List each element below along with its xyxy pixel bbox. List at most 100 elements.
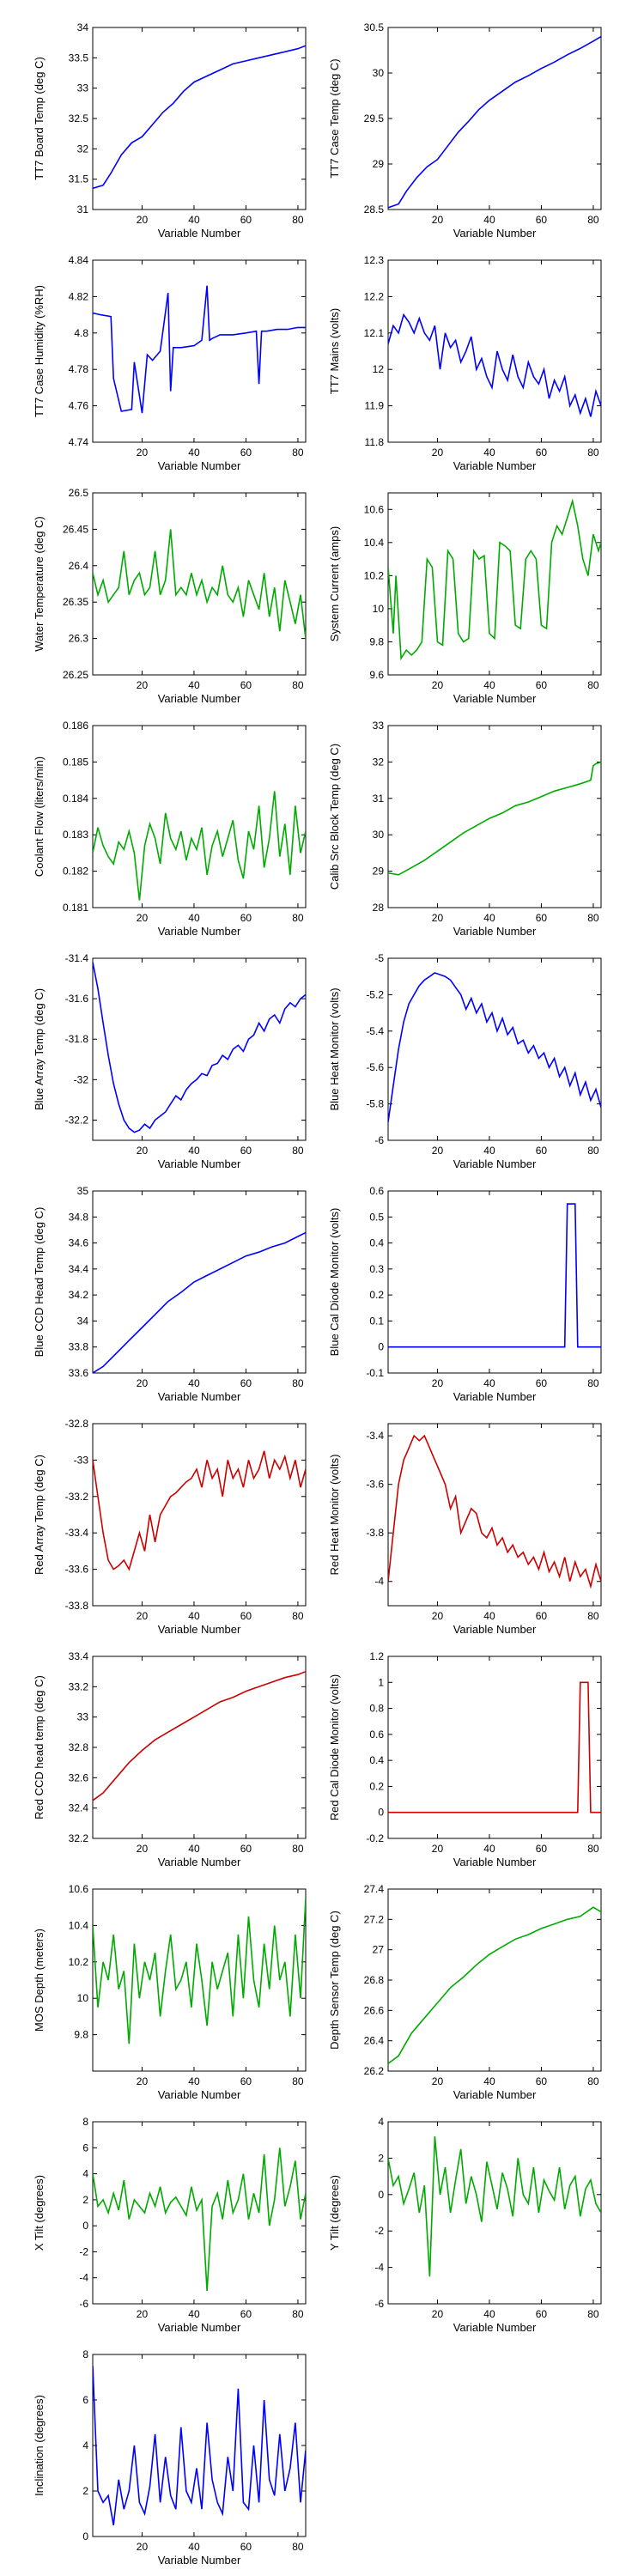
x-tick-label: 60 bbox=[536, 1377, 548, 1389]
chart-panel-3: 4.74 4.76 4.78 4.8 4.82 4.84 20 40 60 80 Variable … bbox=[33, 254, 307, 472]
y-tick-label: 27.2 bbox=[364, 1913, 385, 1925]
y-tick-label: 12.1 bbox=[364, 327, 385, 339]
series-line bbox=[388, 498, 601, 661]
plot-frame bbox=[92, 957, 307, 1141]
x-axis-label: Variable Number bbox=[158, 1157, 241, 1170]
y-tick-label: 26.5 bbox=[69, 487, 89, 499]
x-axis-label: Variable Number bbox=[158, 459, 241, 472]
chart-panel-10: -6 -5.8 -5.6 -5.4 -5.2 -5 20 40 60 80 Variable Num… bbox=[328, 952, 602, 1170]
y-tick-label: 10.6 bbox=[69, 1883, 89, 1895]
y-tick-label: 2 bbox=[378, 2152, 384, 2164]
x-axis-label: Variable Number bbox=[453, 925, 537, 938]
y-tick-label: 10.2 bbox=[69, 1956, 89, 1968]
y-tick-label: -32.8 bbox=[65, 1418, 89, 1430]
plot-frame bbox=[387, 259, 602, 443]
x-tick-label: 60 bbox=[536, 679, 548, 691]
x-tick-label: 80 bbox=[587, 447, 599, 459]
y-tick-label: 30 bbox=[373, 67, 385, 79]
y-tick-label: 0.184 bbox=[63, 793, 88, 805]
x-axis-label: Variable Number bbox=[158, 1623, 241, 1636]
y-tick-label: 0.3 bbox=[369, 1263, 384, 1275]
y-tick-label: 34 bbox=[77, 21, 89, 33]
x-tick-label: 40 bbox=[188, 2075, 200, 2087]
x-tick-label: 60 bbox=[240, 1377, 252, 1389]
y-axis-label: Red Array Temp (deg C) bbox=[33, 1455, 46, 1575]
plot-frame bbox=[387, 2121, 602, 2305]
x-tick-label: 20 bbox=[137, 447, 149, 459]
y-axis-label: Blue CCD Head Temp (deg C) bbox=[33, 1207, 46, 1358]
y-tick-label: 0.186 bbox=[63, 720, 88, 732]
x-tick-label: 60 bbox=[240, 1843, 252, 1855]
x-tick-label: 20 bbox=[432, 1377, 444, 1389]
y-axis-label: Water Temperature (deg C) bbox=[33, 516, 46, 652]
plot-frame bbox=[92, 259, 307, 443]
y-tick-label: 2 bbox=[82, 2194, 88, 2206]
x-tick-label: 80 bbox=[292, 1145, 304, 1157]
y-tick-label: 32 bbox=[77, 143, 89, 155]
y-tick-label: 32.4 bbox=[69, 1802, 89, 1814]
y-tick-label: 26.3 bbox=[69, 633, 89, 645]
y-tick-label: 29 bbox=[373, 866, 385, 878]
y-tick-label: 0.8 bbox=[369, 1703, 384, 1715]
x-tick-label: 40 bbox=[188, 1843, 200, 1855]
plot-frame bbox=[387, 492, 602, 676]
y-tick-label: 26.25 bbox=[63, 669, 88, 681]
y-tick-label: -6 bbox=[79, 2298, 88, 2310]
x-tick-label: 60 bbox=[536, 912, 548, 924]
plot-frame bbox=[387, 1888, 602, 2072]
y-tick-label: -33.6 bbox=[65, 1564, 89, 1576]
y-tick-label: -33.2 bbox=[65, 1491, 89, 1503]
y-tick-label: 0 bbox=[378, 1807, 384, 1819]
y-tick-label: 0.2 bbox=[369, 1780, 384, 1792]
x-axis-label: Variable Number bbox=[453, 2088, 537, 2101]
x-axis-label: Variable Number bbox=[453, 459, 537, 472]
y-axis-label: TT7 Case Humidity (%RH) bbox=[33, 285, 46, 417]
x-tick-label: 40 bbox=[483, 447, 495, 459]
x-tick-label: 40 bbox=[483, 1610, 495, 1622]
y-tick-label: 4.84 bbox=[69, 254, 89, 266]
x-axis-label: Variable Number bbox=[158, 1856, 241, 1868]
x-tick-label: 60 bbox=[536, 2075, 548, 2087]
y-tick-label: 28 bbox=[373, 902, 385, 914]
y-tick-label: -31.4 bbox=[65, 952, 89, 964]
series-line bbox=[93, 1670, 306, 1801]
y-tick-label: 9.6 bbox=[369, 669, 384, 681]
x-axis-label: Variable Number bbox=[453, 692, 537, 705]
x-tick-label: 20 bbox=[432, 1843, 444, 1855]
series-line bbox=[93, 529, 306, 639]
chart-panel-12: -0.1 0 0.1 0.2 0.3 0.4 0.5 0.6 20 40 60 80 Variable … bbox=[328, 1185, 602, 1403]
x-axis-label: Variable Number bbox=[158, 1390, 241, 1403]
x-tick-label: 40 bbox=[483, 1145, 495, 1157]
y-tick-label: -33.4 bbox=[65, 1527, 89, 1539]
y-tick-label: -3.8 bbox=[366, 1527, 384, 1539]
x-tick-label: 60 bbox=[536, 1610, 548, 1622]
x-tick-label: 80 bbox=[587, 2075, 599, 2087]
x-tick-label: 20 bbox=[432, 1610, 444, 1622]
y-tick-label: -4 bbox=[374, 1576, 384, 1588]
y-tick-label: 28.5 bbox=[364, 204, 385, 216]
x-tick-label: 40 bbox=[483, 912, 495, 924]
y-tick-label: 32.6 bbox=[69, 1771, 89, 1783]
y-tick-label: -5.2 bbox=[366, 988, 384, 1000]
y-tick-label: 27 bbox=[373, 1944, 385, 1956]
x-tick-label: 40 bbox=[188, 1145, 200, 1157]
series-line bbox=[93, 2366, 306, 2525]
chart-panel-9: -32.2 -32 -31.8 -31.6 -31.4 20 40 60 80 Variable … bbox=[33, 952, 307, 1170]
y-tick-label: 12.3 bbox=[364, 254, 385, 266]
y-tick-label: -4 bbox=[79, 2272, 88, 2284]
y-tick-label: 31.5 bbox=[69, 173, 89, 185]
y-axis-label: MOS Depth (meters) bbox=[33, 1929, 46, 2032]
series-line bbox=[93, 1231, 306, 1373]
y-tick-label: 26.35 bbox=[63, 596, 88, 608]
x-tick-label: 40 bbox=[188, 2308, 200, 2320]
y-tick-label: 26.45 bbox=[63, 523, 88, 535]
y-tick-label: 34.4 bbox=[69, 1263, 89, 1275]
chart-panel-21: 0 2 4 6 8 20 40 60 80 Variable Number Inclination … bbox=[33, 2348, 307, 2567]
x-tick-label: 80 bbox=[292, 2075, 304, 2087]
y-tick-label: 10.2 bbox=[364, 569, 385, 581]
y-tick-label: 0.5 bbox=[369, 1211, 384, 1223]
y-tick-label: 6 bbox=[82, 2394, 88, 2406]
y-axis-label: TT7 Mains (volts) bbox=[328, 308, 341, 394]
y-tick-label: -32 bbox=[74, 1073, 89, 1085]
y-tick-label: 0.182 bbox=[63, 866, 88, 878]
